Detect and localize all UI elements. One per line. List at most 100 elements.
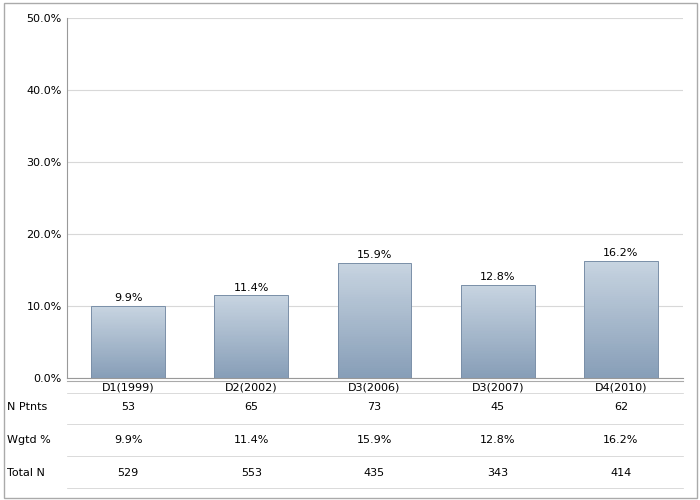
Bar bbox=[91, 368, 165, 369]
Text: 16.2%: 16.2% bbox=[603, 248, 638, 258]
Bar bbox=[461, 327, 535, 328]
Bar bbox=[91, 363, 165, 364]
Bar bbox=[214, 309, 288, 310]
Bar bbox=[461, 354, 535, 356]
Bar bbox=[337, 352, 412, 354]
Bar bbox=[91, 306, 165, 378]
Bar bbox=[91, 343, 165, 344]
Bar bbox=[91, 318, 165, 320]
Text: 553: 553 bbox=[241, 468, 262, 477]
Bar bbox=[214, 374, 288, 375]
Bar bbox=[584, 370, 658, 372]
Bar bbox=[214, 356, 288, 357]
Bar bbox=[337, 358, 412, 360]
Bar bbox=[214, 296, 288, 378]
Bar bbox=[214, 348, 288, 349]
Bar bbox=[337, 276, 412, 278]
Bar bbox=[337, 282, 412, 284]
Bar bbox=[584, 319, 658, 321]
Bar bbox=[91, 348, 165, 349]
Bar bbox=[337, 294, 412, 296]
Bar bbox=[584, 280, 658, 282]
Bar bbox=[584, 274, 658, 276]
Bar bbox=[337, 370, 412, 372]
Bar bbox=[337, 292, 412, 294]
Text: 9.9%: 9.9% bbox=[114, 435, 142, 445]
Bar bbox=[461, 319, 535, 320]
Bar bbox=[91, 337, 165, 338]
Bar bbox=[584, 323, 658, 325]
Bar bbox=[461, 310, 535, 312]
Bar bbox=[461, 348, 535, 350]
Bar bbox=[214, 298, 288, 300]
Bar bbox=[584, 344, 658, 346]
Bar bbox=[584, 296, 658, 298]
Bar bbox=[337, 303, 412, 305]
Bar bbox=[584, 321, 658, 323]
Bar bbox=[461, 316, 535, 318]
Bar bbox=[461, 300, 535, 302]
Bar bbox=[461, 344, 535, 345]
Text: 12.8%: 12.8% bbox=[480, 272, 515, 282]
Bar bbox=[584, 346, 658, 348]
Bar bbox=[337, 332, 412, 334]
Bar bbox=[461, 312, 535, 313]
Bar bbox=[337, 324, 412, 326]
Bar bbox=[91, 375, 165, 376]
Text: 435: 435 bbox=[364, 468, 385, 477]
Bar bbox=[584, 368, 658, 370]
Bar bbox=[91, 329, 165, 330]
Bar bbox=[461, 376, 535, 378]
Bar bbox=[214, 313, 288, 314]
Bar bbox=[337, 301, 412, 303]
Bar bbox=[214, 352, 288, 353]
Bar bbox=[584, 268, 658, 270]
Bar bbox=[91, 342, 165, 343]
Bar bbox=[214, 323, 288, 324]
Bar bbox=[91, 326, 165, 328]
Bar bbox=[91, 320, 165, 322]
Bar bbox=[584, 263, 658, 264]
Bar bbox=[461, 356, 535, 358]
Bar bbox=[214, 306, 288, 308]
Bar bbox=[461, 324, 535, 326]
Bar bbox=[214, 360, 288, 361]
Bar bbox=[584, 350, 658, 352]
Bar bbox=[461, 304, 535, 306]
Bar bbox=[584, 342, 658, 344]
Bar bbox=[337, 347, 412, 349]
Bar bbox=[461, 336, 535, 338]
Bar bbox=[91, 369, 165, 370]
Bar bbox=[584, 374, 658, 376]
Bar bbox=[584, 329, 658, 331]
Bar bbox=[584, 317, 658, 319]
Bar bbox=[214, 368, 288, 370]
Bar bbox=[337, 268, 412, 270]
Bar bbox=[584, 264, 658, 266]
Bar bbox=[461, 306, 535, 307]
Bar bbox=[214, 336, 288, 338]
Bar bbox=[214, 326, 288, 327]
Bar bbox=[337, 360, 412, 362]
Bar bbox=[584, 306, 658, 308]
Bar bbox=[214, 316, 288, 318]
Bar bbox=[337, 288, 412, 290]
Bar bbox=[337, 305, 412, 307]
Bar bbox=[214, 334, 288, 335]
Text: 12.8%: 12.8% bbox=[480, 435, 515, 445]
Bar bbox=[337, 263, 412, 378]
Bar bbox=[337, 322, 412, 324]
Bar bbox=[91, 316, 165, 317]
Bar bbox=[214, 342, 288, 344]
Bar bbox=[91, 358, 165, 360]
Bar bbox=[337, 300, 412, 301]
Bar bbox=[584, 270, 658, 272]
Bar bbox=[337, 270, 412, 272]
Bar bbox=[461, 340, 535, 342]
Bar bbox=[337, 267, 412, 268]
Bar bbox=[337, 374, 412, 376]
Bar bbox=[584, 261, 658, 378]
Bar bbox=[584, 286, 658, 288]
Bar bbox=[584, 333, 658, 334]
Bar bbox=[337, 376, 412, 378]
